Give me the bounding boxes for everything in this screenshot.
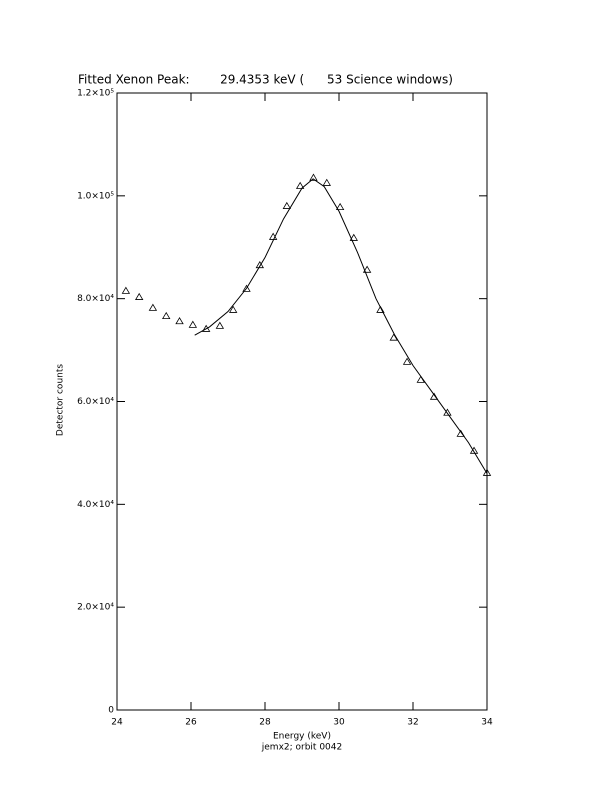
y-tick-label: 0 [108, 706, 114, 716]
x-tick-label: 24 [111, 718, 123, 728]
data-point [175, 317, 184, 325]
data-point [162, 311, 171, 319]
data-point [469, 446, 479, 454]
data-point [255, 260, 265, 269]
data-point [429, 392, 439, 400]
chart-title: Fitted Xenon Peak: 29.4353 keV ( 53 Scie… [78, 73, 453, 87]
y-tick-label: 1.2×10⁵ [77, 89, 114, 99]
data-point [456, 429, 465, 437]
data-point [188, 320, 198, 328]
y-tick-label: 2.0×10⁴ [77, 603, 114, 613]
data-point [135, 292, 144, 300]
data-point [482, 468, 492, 476]
data-point [335, 202, 345, 210]
y-tick-label: 6.0×10⁴ [77, 397, 114, 407]
data-point [201, 324, 211, 332]
data-point [282, 201, 292, 209]
data-point [121, 286, 131, 294]
data-point [443, 408, 452, 416]
data-point [228, 305, 238, 313]
data-point [309, 173, 318, 181]
data-point [242, 284, 251, 292]
footnote: jemx2; orbit 0042 [261, 743, 342, 753]
x-tick-label: 26 [185, 718, 197, 728]
x-tick-label: 32 [407, 718, 418, 728]
x-axis-label: Energy (keV) [273, 732, 331, 742]
y-axis-label: Detector counts [56, 364, 66, 436]
data-point [402, 357, 412, 365]
data-point [215, 321, 225, 329]
y-tick-label: 4.0×10⁴ [77, 500, 114, 510]
fit-line [194, 178, 488, 474]
data-point [148, 303, 158, 311]
data-point [349, 233, 358, 241]
x-tick-label: 30 [333, 718, 345, 728]
data-point [376, 305, 385, 313]
x-tick-label: 28 [259, 718, 271, 728]
x-tick-label: 34 [481, 718, 493, 728]
data-point [322, 178, 331, 186]
data-point [295, 181, 305, 189]
y-tick-label: 1.0×10⁵ [77, 191, 114, 201]
y-tick-label: 8.0×10⁴ [77, 294, 114, 304]
data-point [362, 265, 372, 273]
